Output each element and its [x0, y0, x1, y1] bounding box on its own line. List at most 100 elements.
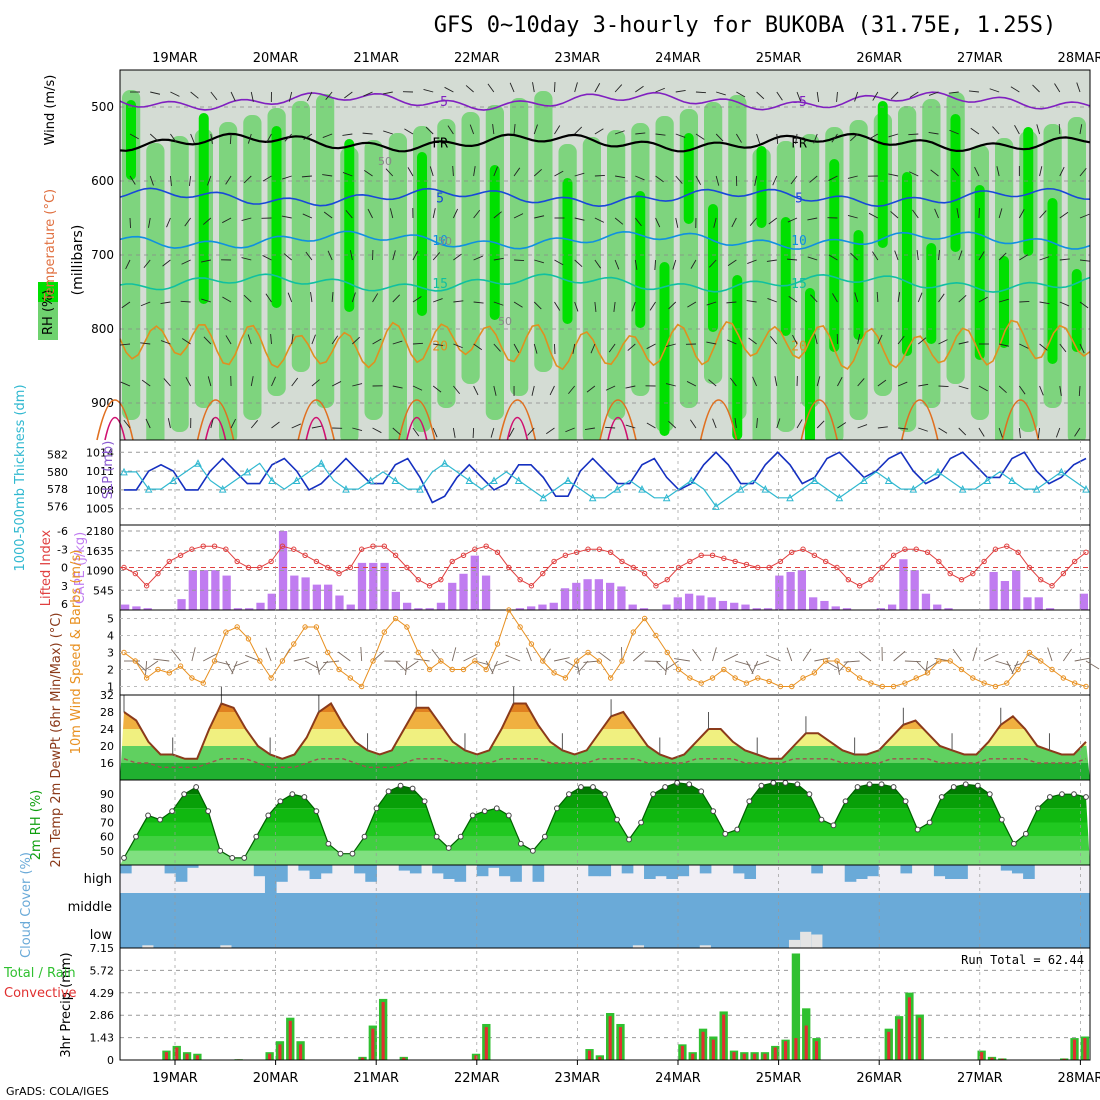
surface-wind-barb [983, 654, 999, 662]
li-marker [370, 543, 376, 549]
wind-barb [956, 208, 960, 219]
wind-speed-marker [234, 624, 240, 630]
wind-speed-marker [981, 680, 987, 686]
rh-legend-swatch-high [38, 282, 58, 302]
temperature-contour [119, 319, 1091, 371]
li-marker [1038, 576, 1044, 583]
cloud-low-cell [889, 921, 901, 948]
cloud-middle-cell [510, 893, 522, 921]
wind-speed-marker [958, 666, 965, 673]
precip-convective-bar [732, 1052, 736, 1060]
cloud-middle-cell [1067, 893, 1080, 921]
wind-barb [1037, 427, 1041, 438]
wind-barb [850, 252, 858, 261]
li-marker [200, 543, 206, 549]
wind-speed-marker [868, 680, 874, 686]
wind-barb [814, 334, 818, 345]
wind-barb [715, 175, 720, 186]
precip-background [120, 948, 1090, 1060]
wind-barb [726, 301, 737, 304]
wind-barb [695, 175, 702, 186]
wind-barb [605, 385, 616, 391]
wind-barb [809, 175, 818, 183]
wind-barb [160, 340, 171, 345]
li-marker [381, 543, 388, 549]
li-marker [155, 570, 161, 577]
wind-barb [265, 293, 272, 303]
cape-bar [617, 586, 626, 610]
cloud-low-cell [354, 921, 366, 948]
wind-barb [916, 250, 919, 261]
wind-barb [613, 301, 616, 312]
cloud-low-cell [376, 921, 389, 948]
wind-barb [635, 175, 645, 181]
cloud-low-cell [476, 921, 489, 948]
temperature-contour-25 [699, 399, 738, 441]
surface-wind-barb [1062, 648, 1072, 662]
wind-barb [590, 343, 596, 354]
surface-wind-barb [505, 654, 521, 662]
wind-barb [938, 339, 948, 345]
cloud-low-cell [309, 921, 322, 948]
wind-barb [754, 175, 758, 186]
surface-wind-barb [293, 656, 310, 662]
li-marker [121, 564, 127, 571]
wind-barb [554, 125, 561, 135]
wind-barb [776, 133, 779, 145]
date-label-top: 19MAR [152, 51, 198, 66]
surface-wind-barb [323, 660, 340, 664]
thickness-marker [662, 493, 671, 502]
wind-axis-label: Wind (m/s) [43, 75, 58, 146]
wind-speed-marker [302, 624, 308, 630]
wind-barb [533, 301, 542, 310]
precip-legend-convective: Convective [4, 986, 77, 1001]
cloud-high-cell [432, 865, 444, 874]
rh-marker [181, 791, 188, 798]
cloud-low-cell [933, 921, 946, 948]
surface-wind-barb [751, 660, 759, 675]
cloud-low-cell [521, 921, 534, 948]
li-marker [777, 558, 784, 565]
surface-wind-barb [952, 648, 962, 662]
wind-barb [342, 171, 353, 177]
wind-barb [672, 259, 677, 270]
wind-barb [129, 133, 139, 140]
wind-barb [247, 334, 252, 345]
rh-marker [890, 784, 897, 790]
wind-barb [918, 383, 929, 387]
precip-convective-bar [299, 1044, 303, 1060]
wind-barb [614, 259, 620, 270]
date-label-bottom: 22MAR [454, 1071, 500, 1086]
wind-barb [574, 126, 583, 135]
li-marker [913, 546, 919, 552]
wind-barb [958, 250, 963, 261]
slp-line [124, 451, 1087, 504]
cloud-high-cell [956, 865, 968, 879]
cape-bar [606, 582, 615, 610]
wind-barb [210, 133, 213, 144]
rh-marker [289, 791, 296, 798]
rh-high-band [417, 152, 427, 316]
cloud-middle-cell [766, 893, 779, 921]
wind-barb [594, 301, 597, 312]
surface-wind-barb [491, 660, 498, 675]
date-label-bottom: 23MAR [555, 1071, 601, 1086]
rh-band [120, 822, 1090, 837]
wind-barb [230, 418, 237, 429]
li-marker [291, 546, 297, 552]
contour-label: 10 [791, 234, 807, 249]
precip-convective-bar [753, 1053, 757, 1060]
wind-speed-marker [709, 675, 716, 681]
precip-convective-bar [691, 1053, 695, 1060]
wind-barb [534, 215, 545, 219]
wind-barb [473, 209, 481, 219]
wind-barb [756, 133, 761, 144]
precip-convective-bar [794, 1038, 798, 1060]
precip-tick-label: 5.72 [90, 964, 115, 977]
wind-barb [549, 385, 555, 396]
wind-barb [1019, 254, 1029, 261]
li-marker [766, 564, 772, 571]
wind-barb [627, 343, 636, 351]
thickness-marker [564, 476, 572, 484]
temperature-contour-25 [196, 399, 235, 441]
